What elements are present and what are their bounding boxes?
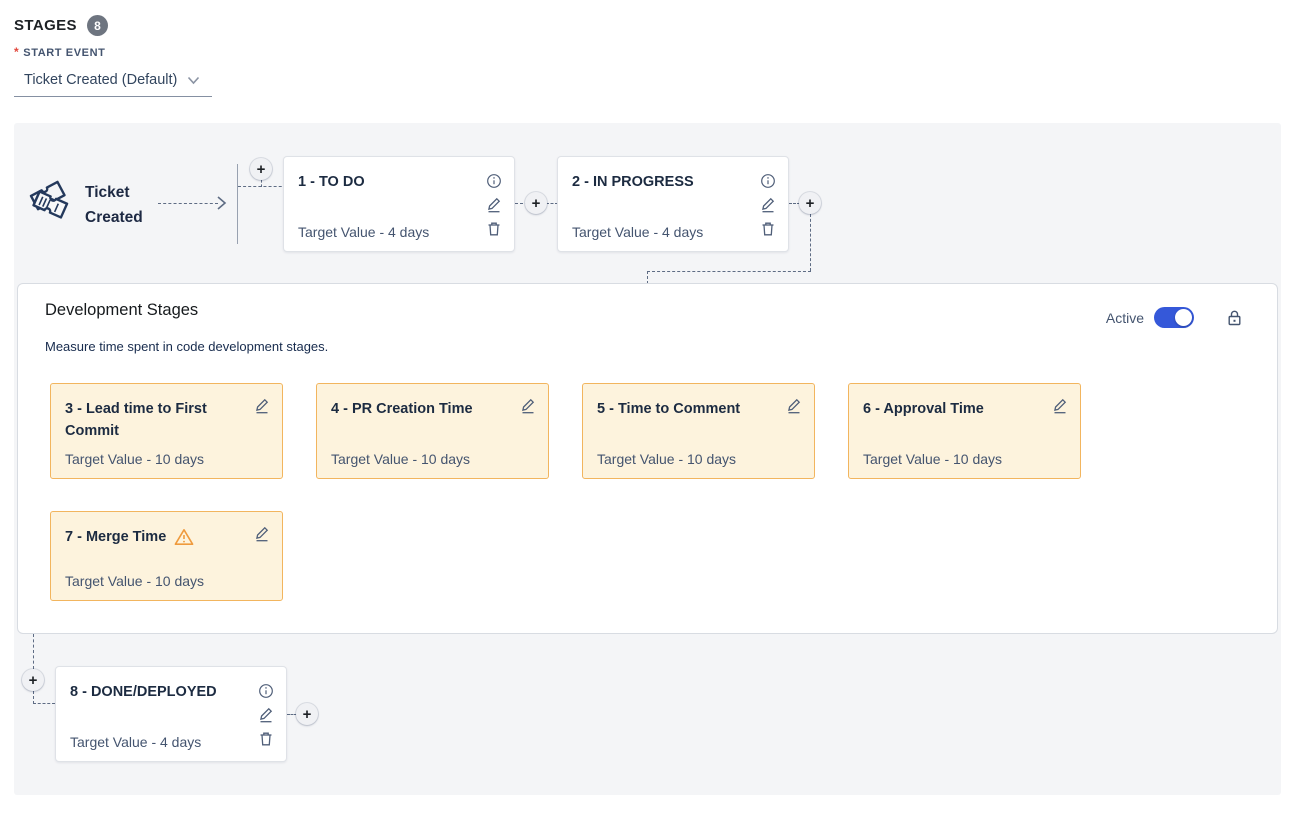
info-icon[interactable] — [486, 173, 502, 189]
stage-target-value: Target Value - 10 days — [863, 451, 1003, 467]
stage-title: 8 - DONE/DEPLOYED — [70, 684, 217, 700]
connector-line — [789, 203, 800, 204]
add-stage-button[interactable]: + — [799, 192, 821, 214]
stage-target-value: Target Value - 10 days — [65, 451, 205, 467]
ticket-icon — [26, 176, 76, 233]
edit-icon[interactable] — [520, 398, 536, 414]
edit-icon[interactable] — [1052, 398, 1068, 414]
connector-line — [261, 180, 262, 187]
connector-line — [33, 691, 34, 704]
stage-title: 2 - IN PROGRESS — [572, 174, 694, 190]
stage-card-6[interactable]: 6 - Approval Time Target Value - 10 days — [848, 383, 1081, 479]
stage-target-value: Target Value - 10 days — [65, 573, 205, 589]
stage-target-value: Target Value - 4 days — [298, 224, 430, 240]
delete-icon[interactable] — [258, 731, 274, 747]
info-icon[interactable] — [760, 173, 776, 189]
edit-icon[interactable] — [258, 707, 274, 723]
toggle-knob — [1175, 309, 1192, 326]
info-icon[interactable] — [258, 683, 274, 699]
stage-card-7[interactable]: 7 - Merge Time Target Value - 10 days — [50, 511, 283, 601]
stage-title: 4 - PR Creation Time — [331, 401, 473, 417]
group-controls: Active — [1106, 307, 1243, 328]
start-event-label-row: * START EVENT — [14, 45, 105, 59]
group-description: Measure time spent in code development s… — [45, 339, 329, 354]
stage-actions — [258, 683, 274, 747]
edit-icon[interactable] — [786, 398, 802, 414]
stage-card-4[interactable]: 4 - PR Creation Time Target Value - 10 d… — [316, 383, 549, 479]
stage-count-badge: 8 — [86, 15, 108, 36]
stage-actions — [760, 173, 776, 237]
delete-icon[interactable] — [486, 221, 502, 237]
stage-card-2[interactable]: 2 - IN PROGRESS Target Value - 4 days — [557, 156, 789, 252]
edit-icon[interactable] — [760, 197, 776, 213]
edit-icon[interactable] — [254, 398, 270, 414]
start-event-value: Ticket Created (Default) — [24, 72, 178, 88]
stage-title: 3 - Lead time to First Commit — [65, 401, 207, 439]
connector-line — [33, 703, 55, 704]
delete-icon[interactable] — [760, 221, 776, 237]
add-stage-button[interactable]: + — [250, 158, 272, 180]
stage-actions — [486, 173, 502, 237]
stage-target-value: Target Value - 4 days — [572, 224, 704, 240]
stage-target-value: Target Value - 10 days — [331, 451, 471, 467]
stage-target-value: Target Value - 4 days — [70, 734, 202, 750]
edit-icon[interactable] — [254, 526, 270, 542]
page-title: STAGES — [14, 17, 77, 34]
stage-title: 5 - Time to Comment — [597, 401, 741, 417]
stage-title: 1 - TO DO — [298, 174, 365, 190]
stage-card-5[interactable]: 5 - Time to Comment Target Value - 10 da… — [582, 383, 815, 479]
connector-line — [33, 634, 34, 669]
group-title: Development Stages — [45, 301, 199, 319]
connector-line — [238, 186, 297, 187]
connector-line — [546, 203, 558, 204]
connector-line — [515, 203, 528, 204]
arrow-right-icon — [217, 196, 227, 215]
stage-title: 6 - Approval Time — [863, 401, 984, 417]
connector-line — [287, 714, 297, 715]
stage-title-text: 7 - Merge Time — [65, 529, 167, 545]
flow-canvas: Ticket Created + 1 - TO DO Target Value … — [14, 123, 1281, 795]
start-event-label: START EVENT — [23, 47, 106, 59]
stage-card-1[interactable]: 1 - TO DO Target Value - 4 days — [283, 156, 515, 252]
lock-icon[interactable] — [1226, 309, 1243, 327]
add-stage-button[interactable]: + — [296, 703, 318, 725]
stage-title: 7 - Merge Time — [65, 526, 236, 548]
start-node-label: Ticket Created — [85, 184, 143, 226]
warning-icon — [174, 528, 194, 546]
active-toggle-label: Active — [1105, 309, 1144, 326]
active-toggle[interactable] — [1154, 307, 1194, 328]
required-asterisk: * — [14, 45, 20, 59]
edit-icon[interactable] — [486, 197, 502, 213]
connector-line — [810, 214, 811, 271]
stage-card-3[interactable]: 3 - Lead time to First Commit Target Val… — [50, 383, 283, 479]
connector-line — [647, 271, 648, 284]
connector-bracket — [237, 164, 238, 244]
stage-target-value: Target Value - 10 days — [597, 451, 737, 467]
connector-line — [158, 203, 218, 204]
header: STAGES 8 — [14, 15, 108, 36]
start-event-select[interactable]: Ticket Created (Default) — [14, 64, 212, 97]
add-stage-button[interactable]: + — [525, 192, 547, 214]
chevron-down-icon — [188, 76, 200, 84]
connector-line — [647, 271, 811, 272]
add-stage-button[interactable]: + — [22, 669, 44, 691]
stage-card-8[interactable]: 8 - DONE/DEPLOYED Target Value - 4 days — [55, 666, 287, 762]
